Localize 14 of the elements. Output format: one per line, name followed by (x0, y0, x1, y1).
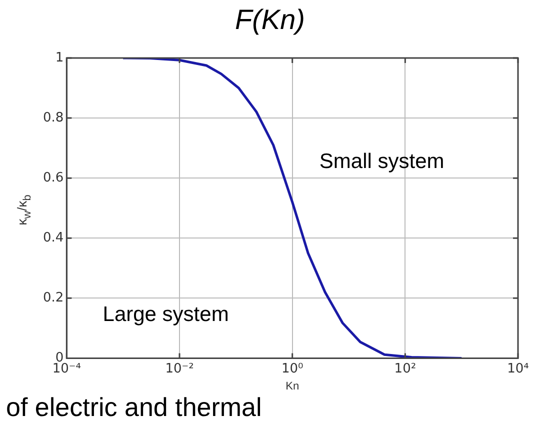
x-tick-label: 10² (394, 361, 416, 376)
y-tick-label: 0.4 (42, 230, 64, 246)
y-tick-label: 0.8 (42, 110, 64, 126)
x-axis-title: Kn (286, 380, 300, 392)
x-tick-label: 10⁻² (165, 361, 194, 376)
y-tick-label: 1 (55, 50, 64, 66)
annotation: Large system (102, 303, 229, 328)
y-tick-label: 0.2 (42, 290, 64, 306)
x-tick-label: 10⁰ (281, 361, 304, 376)
y-tick-label: 0.6 (42, 170, 64, 186)
annotation: Small system (319, 150, 444, 174)
x-tick-label: 10⁴ (507, 361, 529, 376)
text: of electric and thermal (6, 392, 262, 423)
chart-title: F(Kn) (234, 4, 306, 36)
